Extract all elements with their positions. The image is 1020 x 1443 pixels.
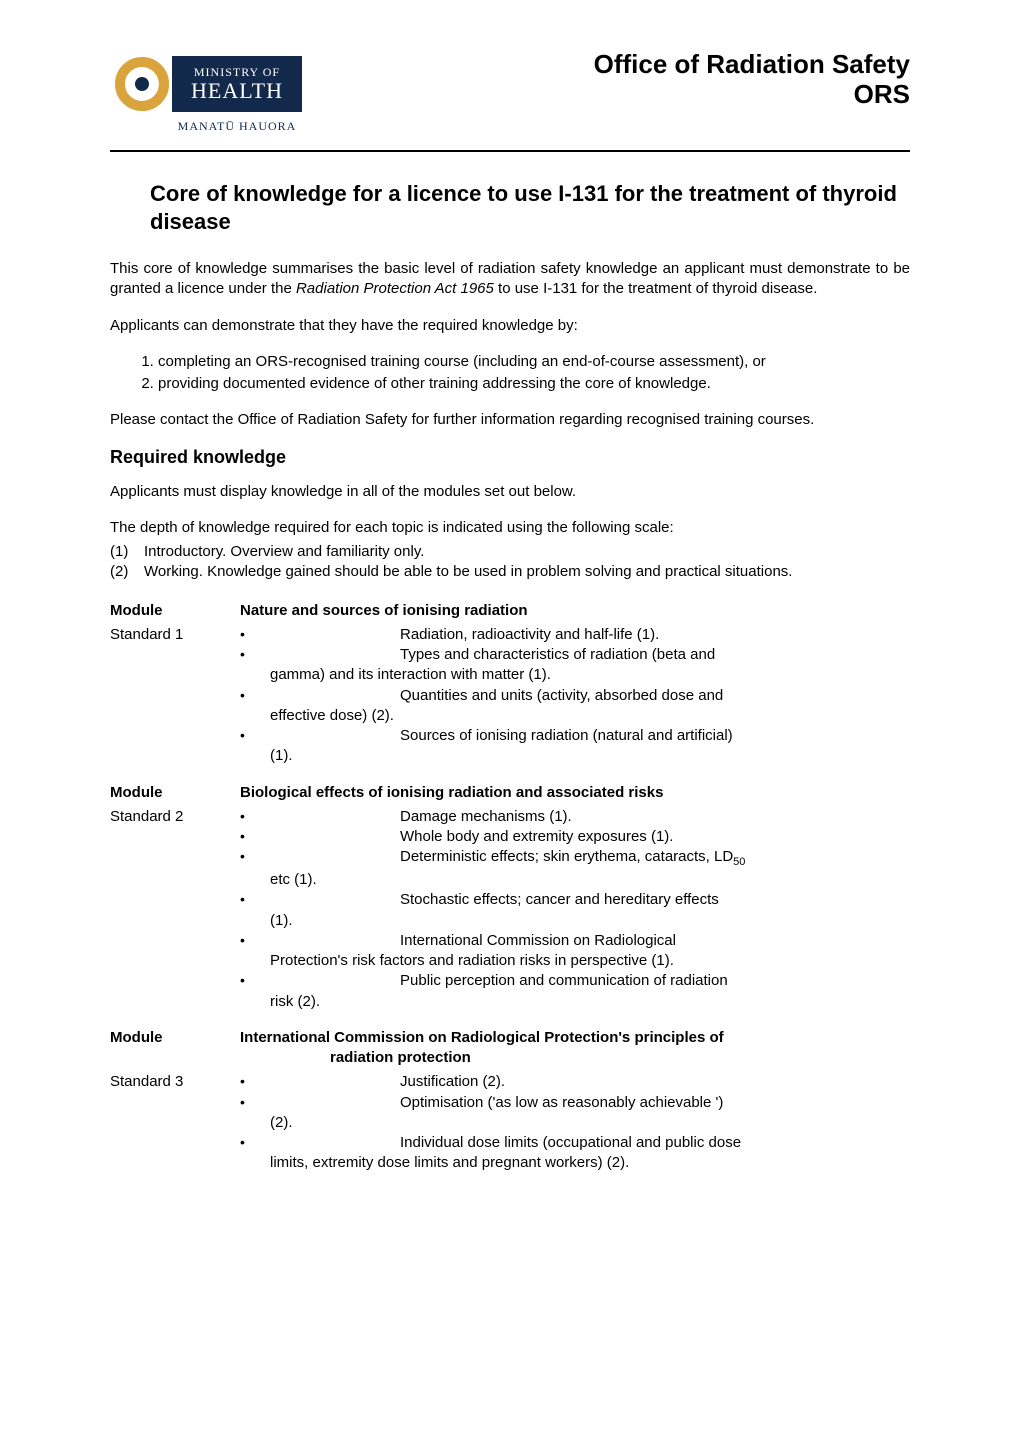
module-head: Module Nature and sources of ionising ra… [110, 601, 910, 621]
bullet-text: Radiation, radioactivity and half-life (… [400, 625, 910, 645]
bullet-text: Sources of ionising radiation (natural a… [400, 726, 910, 767]
bullet-text: Stochastic effects; cancer and hereditar… [400, 890, 910, 931]
module-label: Module [110, 1028, 240, 1069]
bullet: Stochastic effects; cancer and hereditar… [240, 890, 910, 931]
required-knowledge-heading: Required knowledge [110, 447, 910, 468]
bullet: International Commission on Radiological… [240, 931, 910, 972]
bullets: Justification (2). Optimisation ('as low… [240, 1072, 910, 1173]
bullet: Whole body and extremity exposures (1). [240, 827, 910, 847]
bullet-text: International Commission on Radiological… [400, 931, 910, 972]
bullet: Quantities and units (activity, absorbed… [240, 686, 910, 727]
standard-row: Standard 2 Damage mechanisms (1). Whole … [110, 807, 910, 1012]
intro-paragraph-2: Applicants can demonstrate that they hav… [110, 316, 910, 336]
module-title: Nature and sources of ionising radiation [240, 601, 910, 621]
standard-label: Standard 2 [110, 807, 240, 1012]
page-header: MINISTRY OF HEALTH MANATŪ HAUORA Office … [110, 50, 910, 144]
bullet-text: Individual dose limits (occupational and… [400, 1133, 910, 1174]
demonstrate-list: completing an ORS-recognised training co… [158, 352, 910, 395]
list-item: providing documented evidence of other t… [158, 374, 910, 394]
bullet-text: Types and characteristics of radiation (… [400, 645, 910, 686]
header-rule [110, 150, 910, 152]
standard-row: Standard 3 Justification (2). Optimisati… [110, 1072, 910, 1173]
logo-line2: HEALTH [191, 78, 283, 103]
act-name: Radiation Protection Act 1965 [296, 280, 494, 297]
logo-maori: MANATŪ HAUORA [178, 119, 297, 133]
module-3: Module International Commission on Radio… [110, 1028, 910, 1174]
bullet: Public perception and communication of r… [240, 971, 910, 1012]
scale-num-2: (2) [110, 562, 144, 582]
header-title-line2: ORS [594, 80, 910, 110]
bullet-text: Quantities and units (activity, absorbed… [400, 686, 910, 727]
bullet: Deterministic effects; skin erythema, ca… [240, 847, 910, 890]
scale-list: (1) Introductory. Overview and familiari… [110, 542, 910, 583]
bullet: Damage mechanisms (1). [240, 807, 910, 827]
req-p2: The depth of knowledge required for each… [110, 518, 910, 538]
bullet: Justification (2). [240, 1072, 910, 1092]
doc-title: Core of knowledge for a licence to use I… [150, 180, 910, 235]
bullets: Damage mechanisms (1). Whole body and ex… [240, 807, 910, 1012]
scale-row-1: (1) Introductory. Overview and familiari… [110, 542, 910, 562]
bullet-text: Optimisation ('as low as reasonably achi… [400, 1093, 910, 1134]
bullet: Sources of ionising radiation (natural a… [240, 726, 910, 767]
module-title: International Commission on Radiological… [240, 1028, 910, 1069]
bullet-text: Deterministic effects; skin erythema, ca… [400, 847, 910, 890]
standard-label: Standard 3 [110, 1072, 240, 1173]
bullet: Individual dose limits (occupational and… [240, 1133, 910, 1174]
bullet: Radiation, radioactivity and half-life (… [240, 625, 910, 645]
scale-txt-1: Introductory. Overview and familiarity o… [144, 542, 424, 562]
header-title: Office of Radiation Safety ORS [594, 50, 910, 110]
scale-txt-2: Working. Knowledge gained should be able… [144, 562, 792, 582]
scale-row-2: (2) Working. Knowledge gained should be … [110, 562, 910, 582]
ministry-logo: MINISTRY OF HEALTH MANATŪ HAUORA [110, 50, 310, 144]
module-head: Module International Commission on Radio… [110, 1028, 910, 1069]
bullet: Optimisation ('as low as reasonably achi… [240, 1093, 910, 1134]
module-label: Module [110, 601, 240, 621]
req-p1: Applicants must display knowledge in all… [110, 482, 910, 502]
bullets: Radiation, radioactivity and half-life (… [240, 625, 910, 767]
intro-p1-tail: to use I-131 for the treatment of thyroi… [494, 280, 818, 297]
module-2: Module Biological effects of ionising ra… [110, 783, 910, 1012]
standard-row: Standard 1 Radiation, radioactivity and … [110, 625, 910, 767]
bullet-text: Whole body and extremity exposures (1). [400, 827, 910, 847]
list-item: completing an ORS-recognised training co… [158, 352, 910, 372]
bullet-text: Justification (2). [400, 1072, 910, 1092]
logo-svg: MINISTRY OF HEALTH MANATŪ HAUORA [110, 50, 310, 140]
bullet-text: Damage mechanisms (1). [400, 807, 910, 827]
module-1: Module Nature and sources of ionising ra… [110, 601, 910, 767]
logo-line1: MINISTRY OF [194, 65, 280, 79]
scale-num-1: (1) [110, 542, 144, 562]
intro-paragraph-3: Please contact the Office of Radiation S… [110, 410, 910, 430]
bullet-text: Public perception and communication of r… [400, 971, 910, 1012]
module-head: Module Biological effects of ionising ra… [110, 783, 910, 803]
bullet: Types and characteristics of radiation (… [240, 645, 910, 686]
intro-paragraph-1: This core of knowledge summarises the ba… [110, 259, 910, 300]
standard-label: Standard 1 [110, 625, 240, 767]
module-label: Module [110, 783, 240, 803]
module-title: Biological effects of ionising radiation… [240, 783, 910, 803]
header-title-line1: Office of Radiation Safety [594, 50, 910, 80]
